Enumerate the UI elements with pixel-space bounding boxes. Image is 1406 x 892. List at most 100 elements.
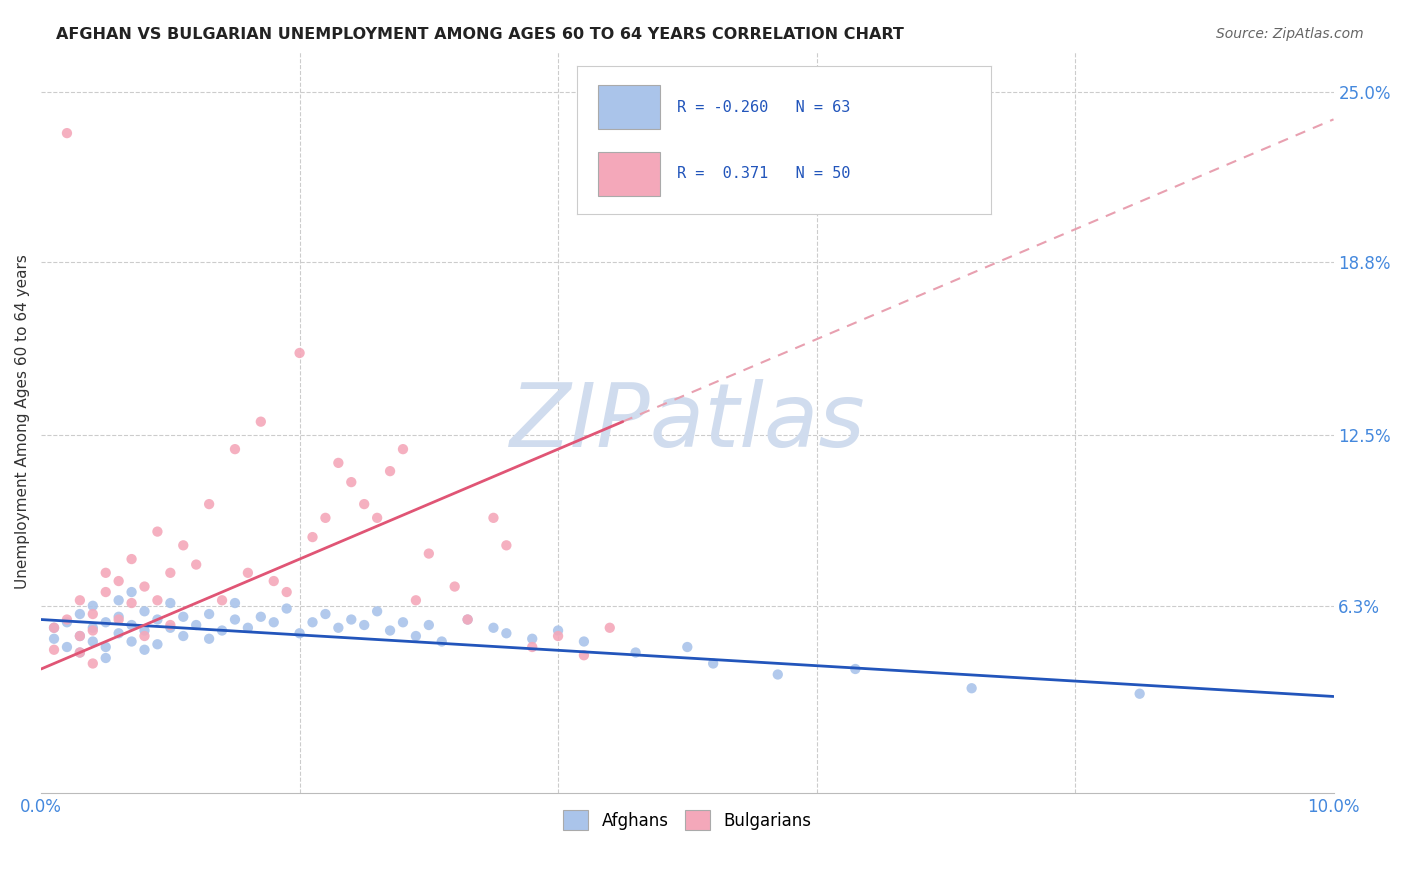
Point — [482, 621, 505, 635]
Point — [301, 615, 323, 630]
Point — [42, 621, 65, 635]
Point — [82, 657, 104, 671]
Point — [314, 607, 336, 621]
Text: ZIPatlas: ZIPatlas — [509, 379, 865, 465]
Point — [94, 651, 117, 665]
Point — [94, 615, 117, 630]
Point — [134, 624, 156, 638]
Point — [353, 618, 375, 632]
Point — [328, 456, 350, 470]
Point — [288, 346, 311, 360]
Point — [107, 613, 129, 627]
Point — [69, 593, 91, 607]
Point — [121, 634, 143, 648]
Point — [457, 613, 479, 627]
Point — [198, 632, 221, 646]
Point — [211, 624, 233, 638]
Point — [522, 640, 544, 654]
Point — [69, 607, 91, 621]
Point — [198, 607, 221, 621]
Point — [42, 632, 65, 646]
Point — [159, 596, 181, 610]
Point — [159, 621, 181, 635]
Point — [121, 618, 143, 632]
Point — [82, 599, 104, 613]
Point — [236, 621, 259, 635]
Point — [263, 615, 285, 630]
Point — [405, 629, 427, 643]
Point — [134, 642, 156, 657]
Point — [624, 646, 647, 660]
Point — [340, 613, 363, 627]
Point — [340, 475, 363, 489]
Point — [82, 607, 104, 621]
Point — [56, 126, 79, 140]
Point — [572, 634, 595, 648]
Point — [960, 681, 983, 696]
Point — [107, 574, 129, 588]
Point — [378, 464, 401, 478]
Point — [224, 613, 246, 627]
Point — [418, 618, 440, 632]
Point — [392, 442, 415, 457]
Point — [405, 593, 427, 607]
Point — [94, 640, 117, 654]
Point — [522, 632, 544, 646]
Point — [107, 593, 129, 607]
Point — [134, 604, 156, 618]
Point — [547, 629, 569, 643]
Point — [82, 634, 104, 648]
Point — [82, 621, 104, 635]
Point — [94, 566, 117, 580]
Point — [146, 637, 169, 651]
Point — [766, 667, 789, 681]
Point — [146, 593, 169, 607]
Point — [121, 596, 143, 610]
Point — [224, 596, 246, 610]
Point — [186, 558, 208, 572]
Point — [107, 626, 129, 640]
Point — [353, 497, 375, 511]
Point — [186, 618, 208, 632]
Point — [250, 609, 273, 624]
Point — [121, 585, 143, 599]
Point — [844, 662, 866, 676]
Point — [224, 442, 246, 457]
Point — [211, 593, 233, 607]
Point — [250, 415, 273, 429]
Point — [56, 640, 79, 654]
Point — [676, 640, 699, 654]
Point — [69, 629, 91, 643]
Point — [482, 511, 505, 525]
Point — [547, 624, 569, 638]
Point — [1129, 687, 1152, 701]
Point — [172, 629, 194, 643]
Text: Source: ZipAtlas.com: Source: ZipAtlas.com — [1216, 27, 1364, 41]
Point — [301, 530, 323, 544]
Point — [288, 626, 311, 640]
Point — [430, 634, 453, 648]
Point — [56, 613, 79, 627]
Point — [134, 580, 156, 594]
Legend: Afghans, Bulgarians: Afghans, Bulgarians — [557, 804, 818, 837]
Point — [69, 629, 91, 643]
Point — [82, 624, 104, 638]
Point — [457, 613, 479, 627]
Point — [378, 624, 401, 638]
Point — [276, 601, 298, 615]
Point — [276, 585, 298, 599]
Point — [134, 629, 156, 643]
Point — [314, 511, 336, 525]
Point — [366, 604, 388, 618]
Point — [94, 585, 117, 599]
Point — [146, 524, 169, 539]
Y-axis label: Unemployment Among Ages 60 to 64 years: Unemployment Among Ages 60 to 64 years — [15, 254, 30, 589]
Point — [418, 547, 440, 561]
Point — [572, 648, 595, 663]
Point — [107, 609, 129, 624]
Point — [495, 626, 517, 640]
Point — [56, 615, 79, 630]
Point — [392, 615, 415, 630]
Point — [366, 511, 388, 525]
Point — [42, 642, 65, 657]
